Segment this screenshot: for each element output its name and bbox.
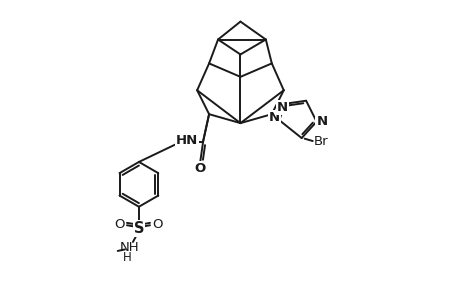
Text: N: N bbox=[276, 101, 287, 114]
Text: N: N bbox=[316, 115, 327, 128]
Text: O: O bbox=[194, 162, 205, 175]
Text: Br: Br bbox=[313, 134, 328, 148]
Text: S: S bbox=[134, 221, 144, 236]
Text: N: N bbox=[269, 111, 280, 124]
Text: O: O bbox=[114, 218, 124, 231]
Text: H: H bbox=[123, 251, 132, 264]
Text: HN: HN bbox=[175, 134, 197, 147]
Text: O: O bbox=[152, 218, 162, 231]
Text: NH: NH bbox=[119, 241, 139, 254]
